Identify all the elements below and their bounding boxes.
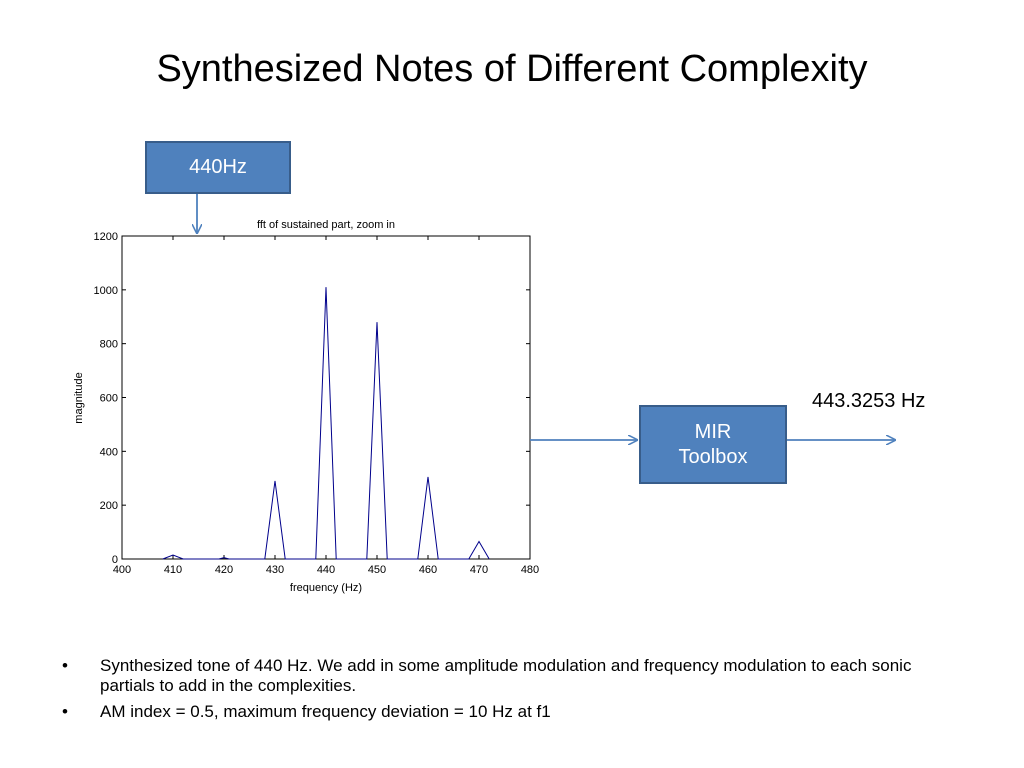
x-tick-label: 410: [164, 564, 182, 576]
bullet-list: • Synthesized tone of 440 Hz. We add in …: [62, 656, 962, 727]
y-tick-label: 400: [100, 446, 118, 458]
bullet-item: • AM index = 0.5, maximum frequency devi…: [62, 702, 962, 722]
bullet-text: AM index = 0.5, maximum frequency deviat…: [100, 701, 551, 721]
mir-toolbox-box: MIR Toolbox: [639, 405, 787, 484]
input-frequency-label: 440Hz: [189, 156, 247, 178]
x-tick-label: 460: [419, 564, 437, 576]
y-tick-label: 800: [100, 339, 118, 351]
chart-ticks: 400 410 420 430 440 450 460 470 480 0 200 400 600 800…: [94, 231, 540, 576]
x-tick-label: 420: [215, 564, 233, 576]
y-tick-label: 600: [100, 393, 118, 405]
bullet-marker: •: [62, 656, 68, 675]
y-tick-label: 200: [100, 500, 118, 512]
x-tick-label: 470: [470, 564, 488, 576]
chart-series-line: [162, 287, 490, 560]
y-tick-label: 1000: [94, 285, 118, 297]
bullet-marker: •: [62, 701, 68, 721]
y-tick-label: 0: [112, 554, 118, 566]
x-tick-label: 430: [266, 564, 284, 576]
chart-title: fft of sustained part, zoom in: [257, 219, 395, 231]
x-tick-label: 480: [521, 564, 539, 576]
x-tick-label: 450: [368, 564, 386, 576]
y-tick-label: 1200: [94, 231, 118, 243]
result-frequency: 443.3253 Hz: [812, 390, 926, 412]
chart-xlabel: frequency (Hz): [290, 582, 362, 594]
chart-ylabel: magnitude: [73, 372, 85, 423]
bullet-item: • Synthesized tone of 440 Hz. We add in …: [62, 656, 962, 697]
bullet-text: Synthesized tone of 440 Hz. We add in so…: [100, 656, 912, 696]
x-tick-label: 400: [113, 564, 131, 576]
mir-label-line2: Toolbox: [678, 445, 748, 468]
slide-title: Synthesized Notes of Different Complexit…: [156, 48, 868, 90]
x-tick-label: 440: [317, 564, 335, 576]
input-frequency-box: 440Hz: [145, 141, 291, 194]
mir-label-line1: MIR: [694, 420, 732, 443]
